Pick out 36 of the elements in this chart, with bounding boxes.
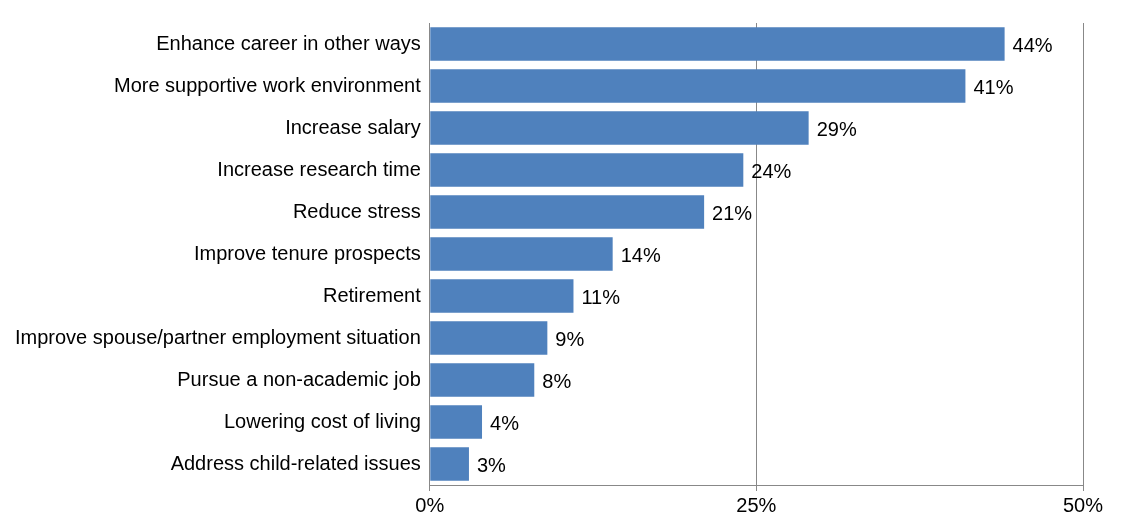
y-tick-label: Enhance career in other ways xyxy=(156,31,421,54)
x-tick-label: 25% xyxy=(736,493,777,516)
y-tick-label: Increase research time xyxy=(217,157,421,180)
data-label: 3% xyxy=(476,453,507,476)
y-tick-label: Retirement xyxy=(322,283,422,306)
y-tick-label: Improve tenure prospects xyxy=(193,241,421,264)
data-label: 9% xyxy=(555,327,585,350)
bar xyxy=(430,111,809,145)
bar xyxy=(430,405,483,439)
bar xyxy=(430,195,705,229)
y-tick-label: Address child-related issues xyxy=(170,451,421,474)
data-label: 41% xyxy=(973,75,1014,98)
y-tick-label: More supportive work environment xyxy=(113,73,422,96)
y-tick-label: Increase salary xyxy=(285,115,421,138)
data-label: 4% xyxy=(490,411,520,434)
y-tick-label: Improve spouse/partner employment situation xyxy=(15,325,421,348)
bar xyxy=(430,321,548,355)
bar xyxy=(430,27,1005,61)
data-label: 21% xyxy=(712,201,753,224)
data-label: 24% xyxy=(751,159,792,182)
data-label: 29% xyxy=(816,117,857,140)
bar xyxy=(430,153,744,187)
y-tick-label: Lowering cost of living xyxy=(223,409,421,432)
y-tick-label: Pursue a non-academic job xyxy=(177,367,421,390)
bar xyxy=(430,69,966,103)
data-label: 11% xyxy=(581,285,621,308)
data-label: 14% xyxy=(620,243,661,266)
bar xyxy=(430,447,469,481)
bar xyxy=(430,363,535,397)
data-label: 44% xyxy=(1012,33,1053,56)
bar xyxy=(430,237,613,271)
x-tick-label: 0% xyxy=(415,493,445,516)
bar xyxy=(430,279,574,313)
x-tick-label: 50% xyxy=(1062,493,1104,516)
data-label: 8% xyxy=(542,369,572,392)
y-tick-label: Reduce stress xyxy=(292,199,421,222)
